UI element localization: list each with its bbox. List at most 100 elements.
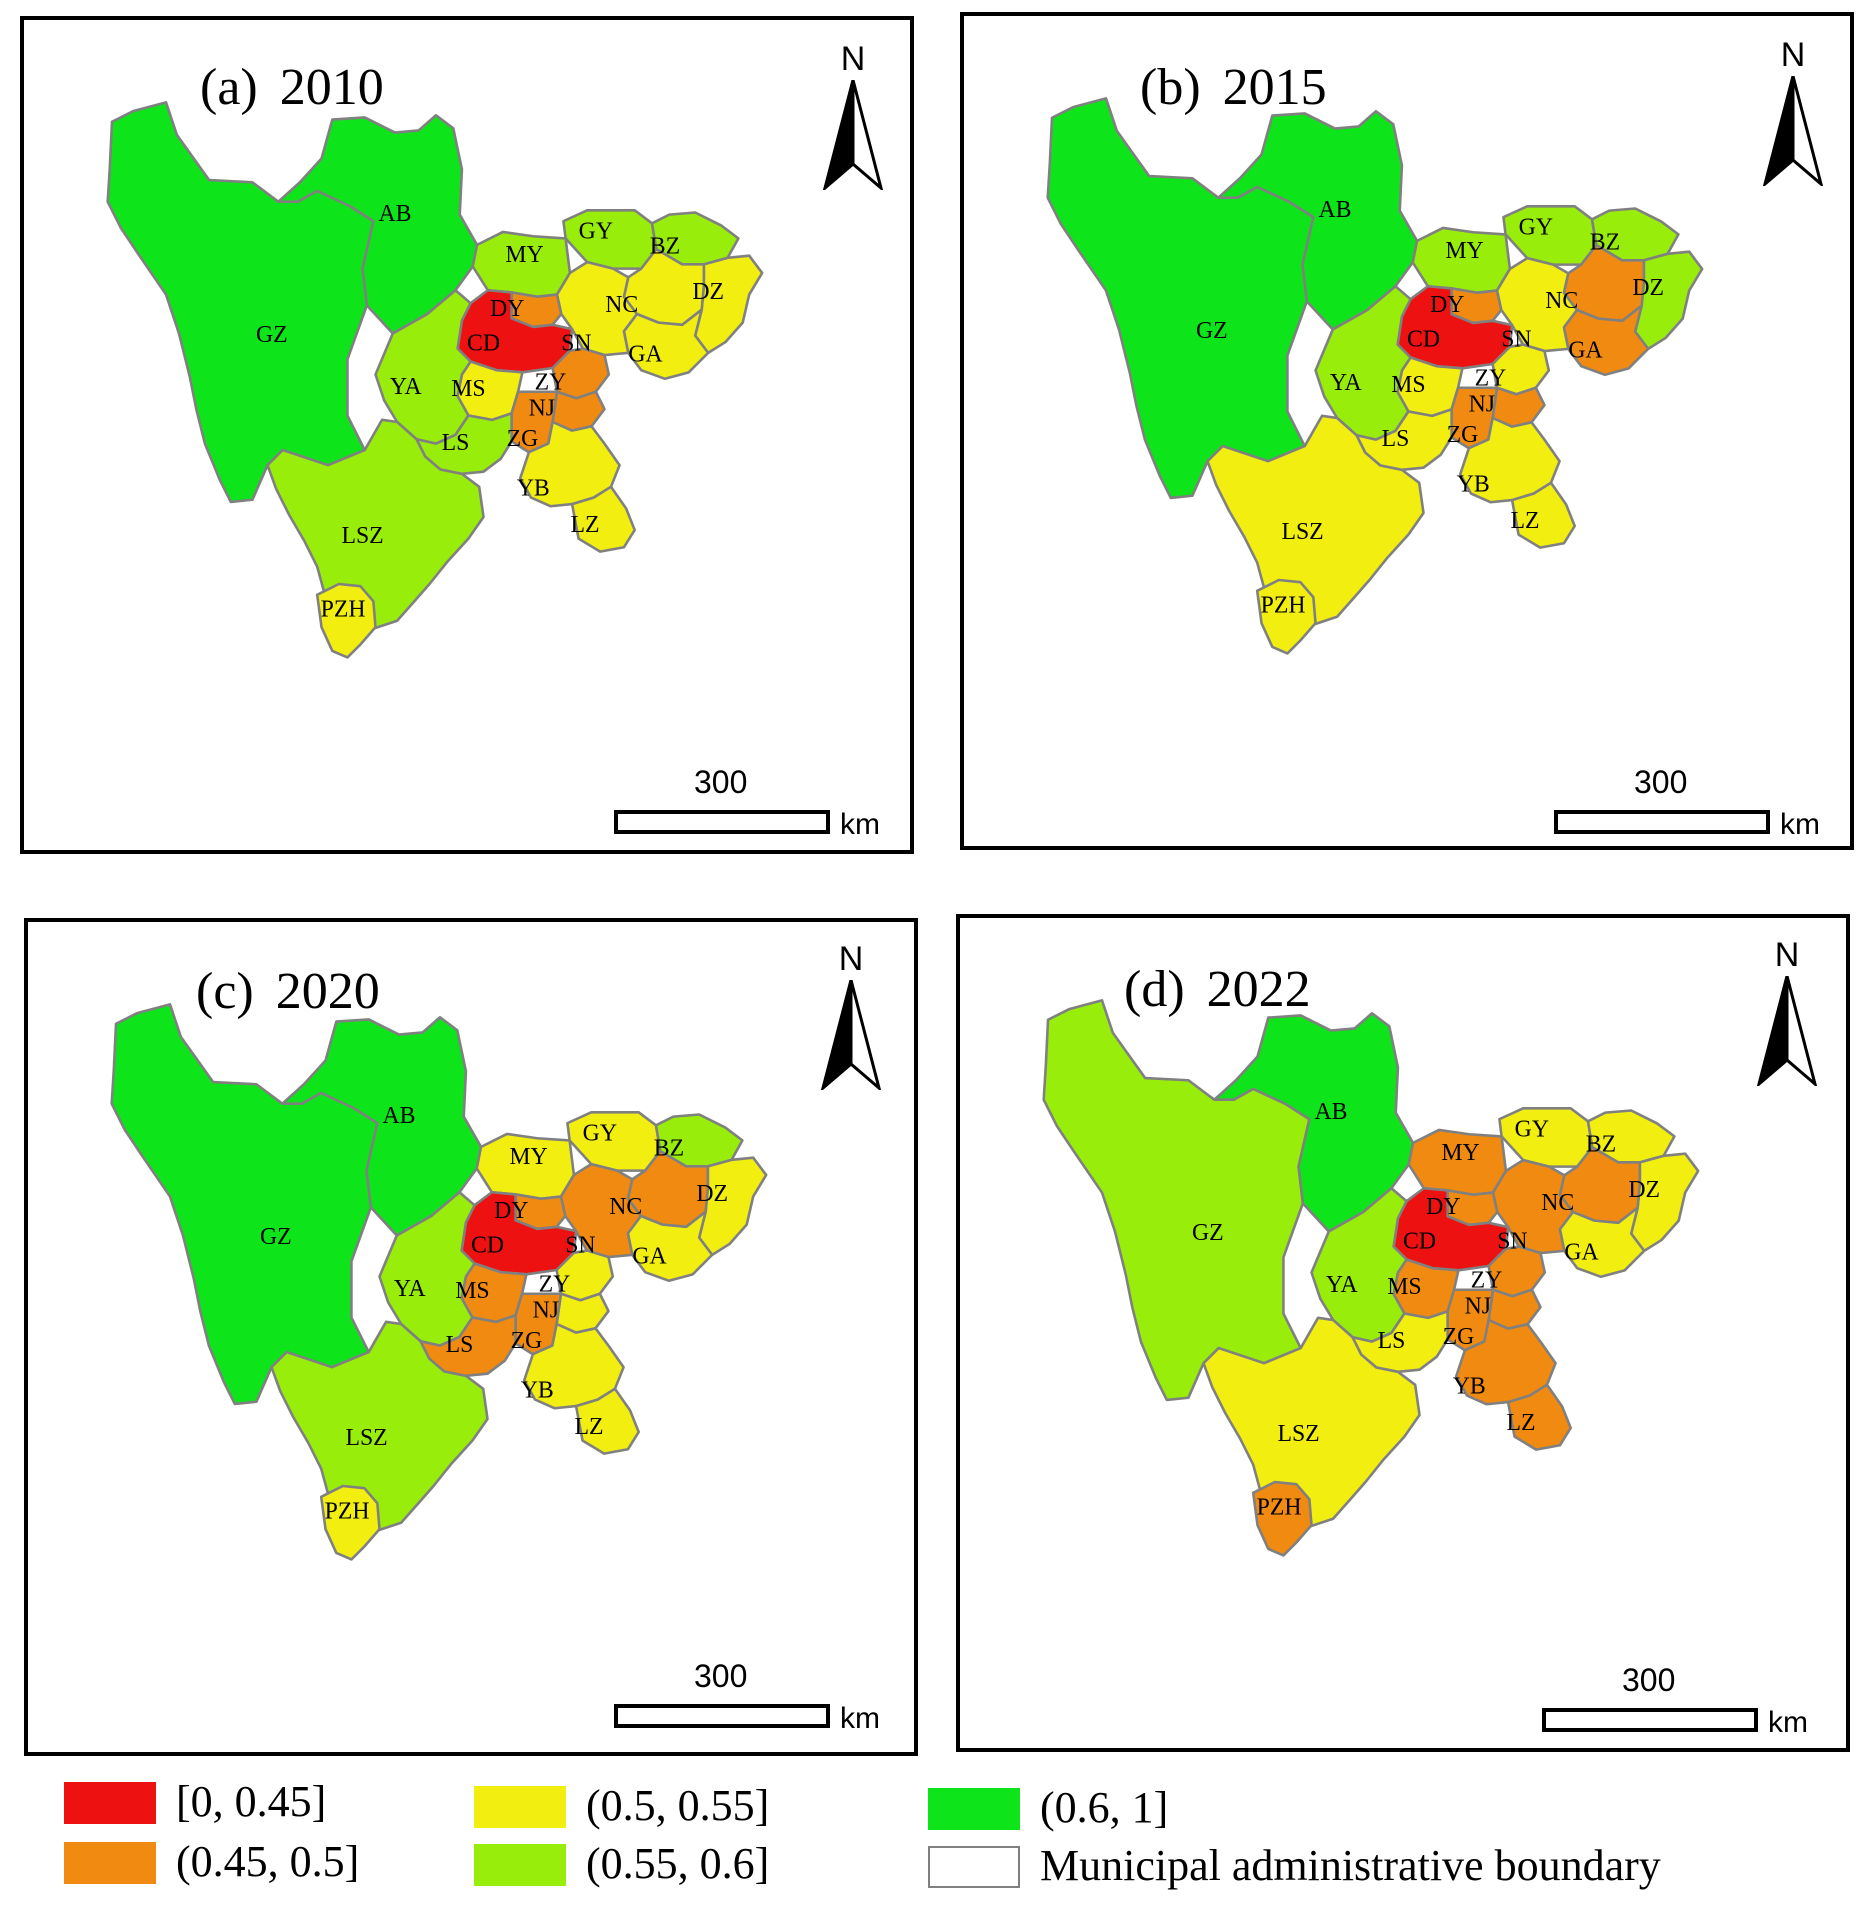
north-arrow-d: N bbox=[1752, 936, 1822, 1090]
city-label-ls: LS bbox=[446, 1332, 474, 1358]
city-label-lsz: LSZ bbox=[341, 523, 383, 549]
city-label-lz: LZ bbox=[1511, 508, 1540, 534]
city-label-sn: SN bbox=[1497, 1229, 1527, 1255]
city-region-sn bbox=[1495, 256, 1579, 353]
panel-label: (c) bbox=[196, 963, 254, 1020]
city-region-lz bbox=[570, 485, 637, 553]
scale-value: 300 bbox=[694, 1658, 748, 1694]
city-label-lz: LZ bbox=[575, 1414, 604, 1440]
city-label-sn: SN bbox=[1501, 327, 1531, 353]
north-label: N bbox=[1774, 936, 1800, 974]
city-label-ab: AB bbox=[1314, 1099, 1347, 1125]
legend-swatch bbox=[928, 1788, 1020, 1830]
north-arrow-b: N bbox=[1758, 36, 1828, 190]
province-map-b: AB GZ MY GY BZ DZ NC GA SN DY CD ZY MS NJ YA LS ZG YB LZ LS… bbox=[1046, 97, 1704, 655]
north-arrow-c: N bbox=[816, 940, 886, 1094]
city-label-lz: LZ bbox=[571, 512, 600, 538]
legend-swatch bbox=[64, 1842, 156, 1884]
scale-value: 300 bbox=[694, 764, 748, 800]
city-label-dz: DZ bbox=[1628, 1177, 1660, 1203]
city-region-yb bbox=[522, 1322, 625, 1410]
province-map-a: AB GZ MY GY BZ DZ NC GA SN DY CD ZY MS NJ YA LS ZG YB LZ LS… bbox=[106, 101, 764, 659]
city-label-ls: LS bbox=[1378, 1328, 1406, 1354]
map-panel-b: AB GZ MY GY BZ DZ NC GA SN DY CD ZY MS NJ YA LS ZG YB LZ LS… bbox=[960, 12, 1854, 850]
city-label-gz: GZ bbox=[1196, 318, 1228, 344]
city-label-dy: DY bbox=[490, 296, 524, 322]
city-label-gz: GZ bbox=[256, 322, 288, 348]
map-d: AB GZ MY GY BZ DZ NC GA SN DY CD ZY MS NJ YA LS ZG YB LZ LS… bbox=[1042, 999, 1700, 1557]
scale-value: 300 bbox=[1622, 1662, 1676, 1698]
north-arrow-icon bbox=[823, 80, 883, 190]
city-region-pzh bbox=[315, 582, 377, 659]
city-label-nj: NJ bbox=[1465, 1294, 1491, 1320]
city-label-lsz: LSZ bbox=[1281, 519, 1323, 545]
city-label-ms: MS bbox=[455, 1278, 489, 1304]
north-arrow-icon bbox=[1763, 76, 1823, 186]
city-label-zg: ZG bbox=[507, 426, 539, 452]
city-region-yb bbox=[1458, 416, 1561, 504]
city-region-lsz bbox=[1206, 414, 1425, 631]
city-label-nc: NC bbox=[609, 1194, 642, 1220]
city-label-bz: BZ bbox=[654, 1136, 684, 1162]
city-label-lsz: LSZ bbox=[345, 1425, 387, 1451]
map-c: AB GZ MY GY BZ DZ NC GA SN DY CD ZY MS NJ YA LS ZG YB LZ LS… bbox=[110, 1003, 768, 1561]
city-label-my: MY bbox=[1441, 1140, 1479, 1166]
city-label-dz: DZ bbox=[1632, 275, 1664, 301]
city-label-ab: AB bbox=[382, 1103, 415, 1129]
city-label-my: MY bbox=[505, 242, 543, 268]
panel-title-c: (c) 2020 bbox=[196, 962, 380, 1021]
city-region-ya bbox=[378, 1190, 476, 1347]
north-arrow-icon bbox=[821, 980, 881, 1090]
scale-bar-rect bbox=[614, 1704, 830, 1728]
panel-year: 2010 bbox=[279, 59, 384, 116]
legend-label: (0.6, 1] bbox=[1040, 1783, 1169, 1832]
city-region-sn bbox=[555, 260, 639, 357]
city-label-nc: NC bbox=[1541, 1190, 1574, 1216]
city-region-lsz bbox=[266, 418, 485, 635]
city-label-my: MY bbox=[509, 1144, 547, 1170]
scale-bar-a: 300 km bbox=[614, 764, 880, 841]
legend-swatch-boundary bbox=[928, 1846, 1020, 1888]
map-panel-d: AB GZ MY GY BZ DZ NC GA SN DY CD ZY MS NJ YA LS ZG YB LZ LS… bbox=[956, 914, 1850, 1752]
city-label-bz: BZ bbox=[1586, 1132, 1616, 1158]
city-label-ya: YA bbox=[1330, 370, 1362, 396]
city-label-ga: GA bbox=[628, 342, 662, 368]
city-region-pzh bbox=[1255, 578, 1317, 655]
panel-label: (a) bbox=[200, 59, 258, 116]
legend-label: (0.45, 0.5] bbox=[176, 1837, 360, 1886]
panel-label: (b) bbox=[1140, 59, 1201, 116]
city-region-lz bbox=[1506, 1383, 1573, 1451]
city-label-cd: CD bbox=[1407, 327, 1440, 353]
city-label-dz: DZ bbox=[696, 1181, 728, 1207]
scale-unit: km bbox=[1768, 1706, 1808, 1739]
map-panel-c: AB GZ MY GY BZ DZ NC GA SN DY CD ZY MS NJ YA LS ZG YB LZ LS… bbox=[24, 918, 918, 1756]
city-label-lsz: LSZ bbox=[1277, 1421, 1319, 1447]
city-label-dy: DY bbox=[1430, 292, 1464, 318]
city-label-ms: MS bbox=[1391, 372, 1425, 398]
map-a: AB GZ MY GY BZ DZ NC GA SN DY CD ZY MS NJ YA LS ZG YB LZ LS… bbox=[106, 101, 764, 659]
legend-swatch bbox=[474, 1786, 566, 1828]
city-label-gy: GY bbox=[1515, 1116, 1549, 1142]
legend-swatch bbox=[474, 1844, 566, 1886]
city-label-zy: ZY bbox=[535, 370, 567, 396]
city-region-yb bbox=[518, 420, 621, 508]
scale-value: 300 bbox=[1634, 764, 1688, 800]
panel-title-b: (b) 2015 bbox=[1140, 58, 1327, 117]
map-b: AB GZ MY GY BZ DZ NC GA SN DY CD ZY MS NJ YA LS ZG YB LZ LS… bbox=[1046, 97, 1704, 655]
legend-item-3: (0.55, 0.6] bbox=[474, 1838, 804, 1888]
legend-label: [0, 0.45] bbox=[176, 1777, 327, 1826]
city-label-yb: YB bbox=[1457, 471, 1490, 497]
scale-bar-c: 300 km bbox=[614, 1658, 880, 1735]
city-label-ga: GA bbox=[1564, 1240, 1598, 1266]
city-label-yb: YB bbox=[517, 475, 550, 501]
city-label-yb: YB bbox=[1453, 1373, 1486, 1399]
legend-label: (0.5, 0.55] bbox=[586, 1781, 770, 1830]
panel-year: 2020 bbox=[275, 963, 380, 1020]
scale-unit: km bbox=[1780, 808, 1820, 841]
legend-label: Municipal administrative boundary bbox=[1040, 1841, 1661, 1890]
city-label-gy: GY bbox=[583, 1120, 617, 1146]
city-label-pzh: PZH bbox=[1261, 592, 1306, 618]
city-label-ab: AB bbox=[378, 201, 411, 227]
city-label-nj: NJ bbox=[533, 1298, 559, 1324]
city-region-lsz bbox=[270, 1320, 489, 1537]
